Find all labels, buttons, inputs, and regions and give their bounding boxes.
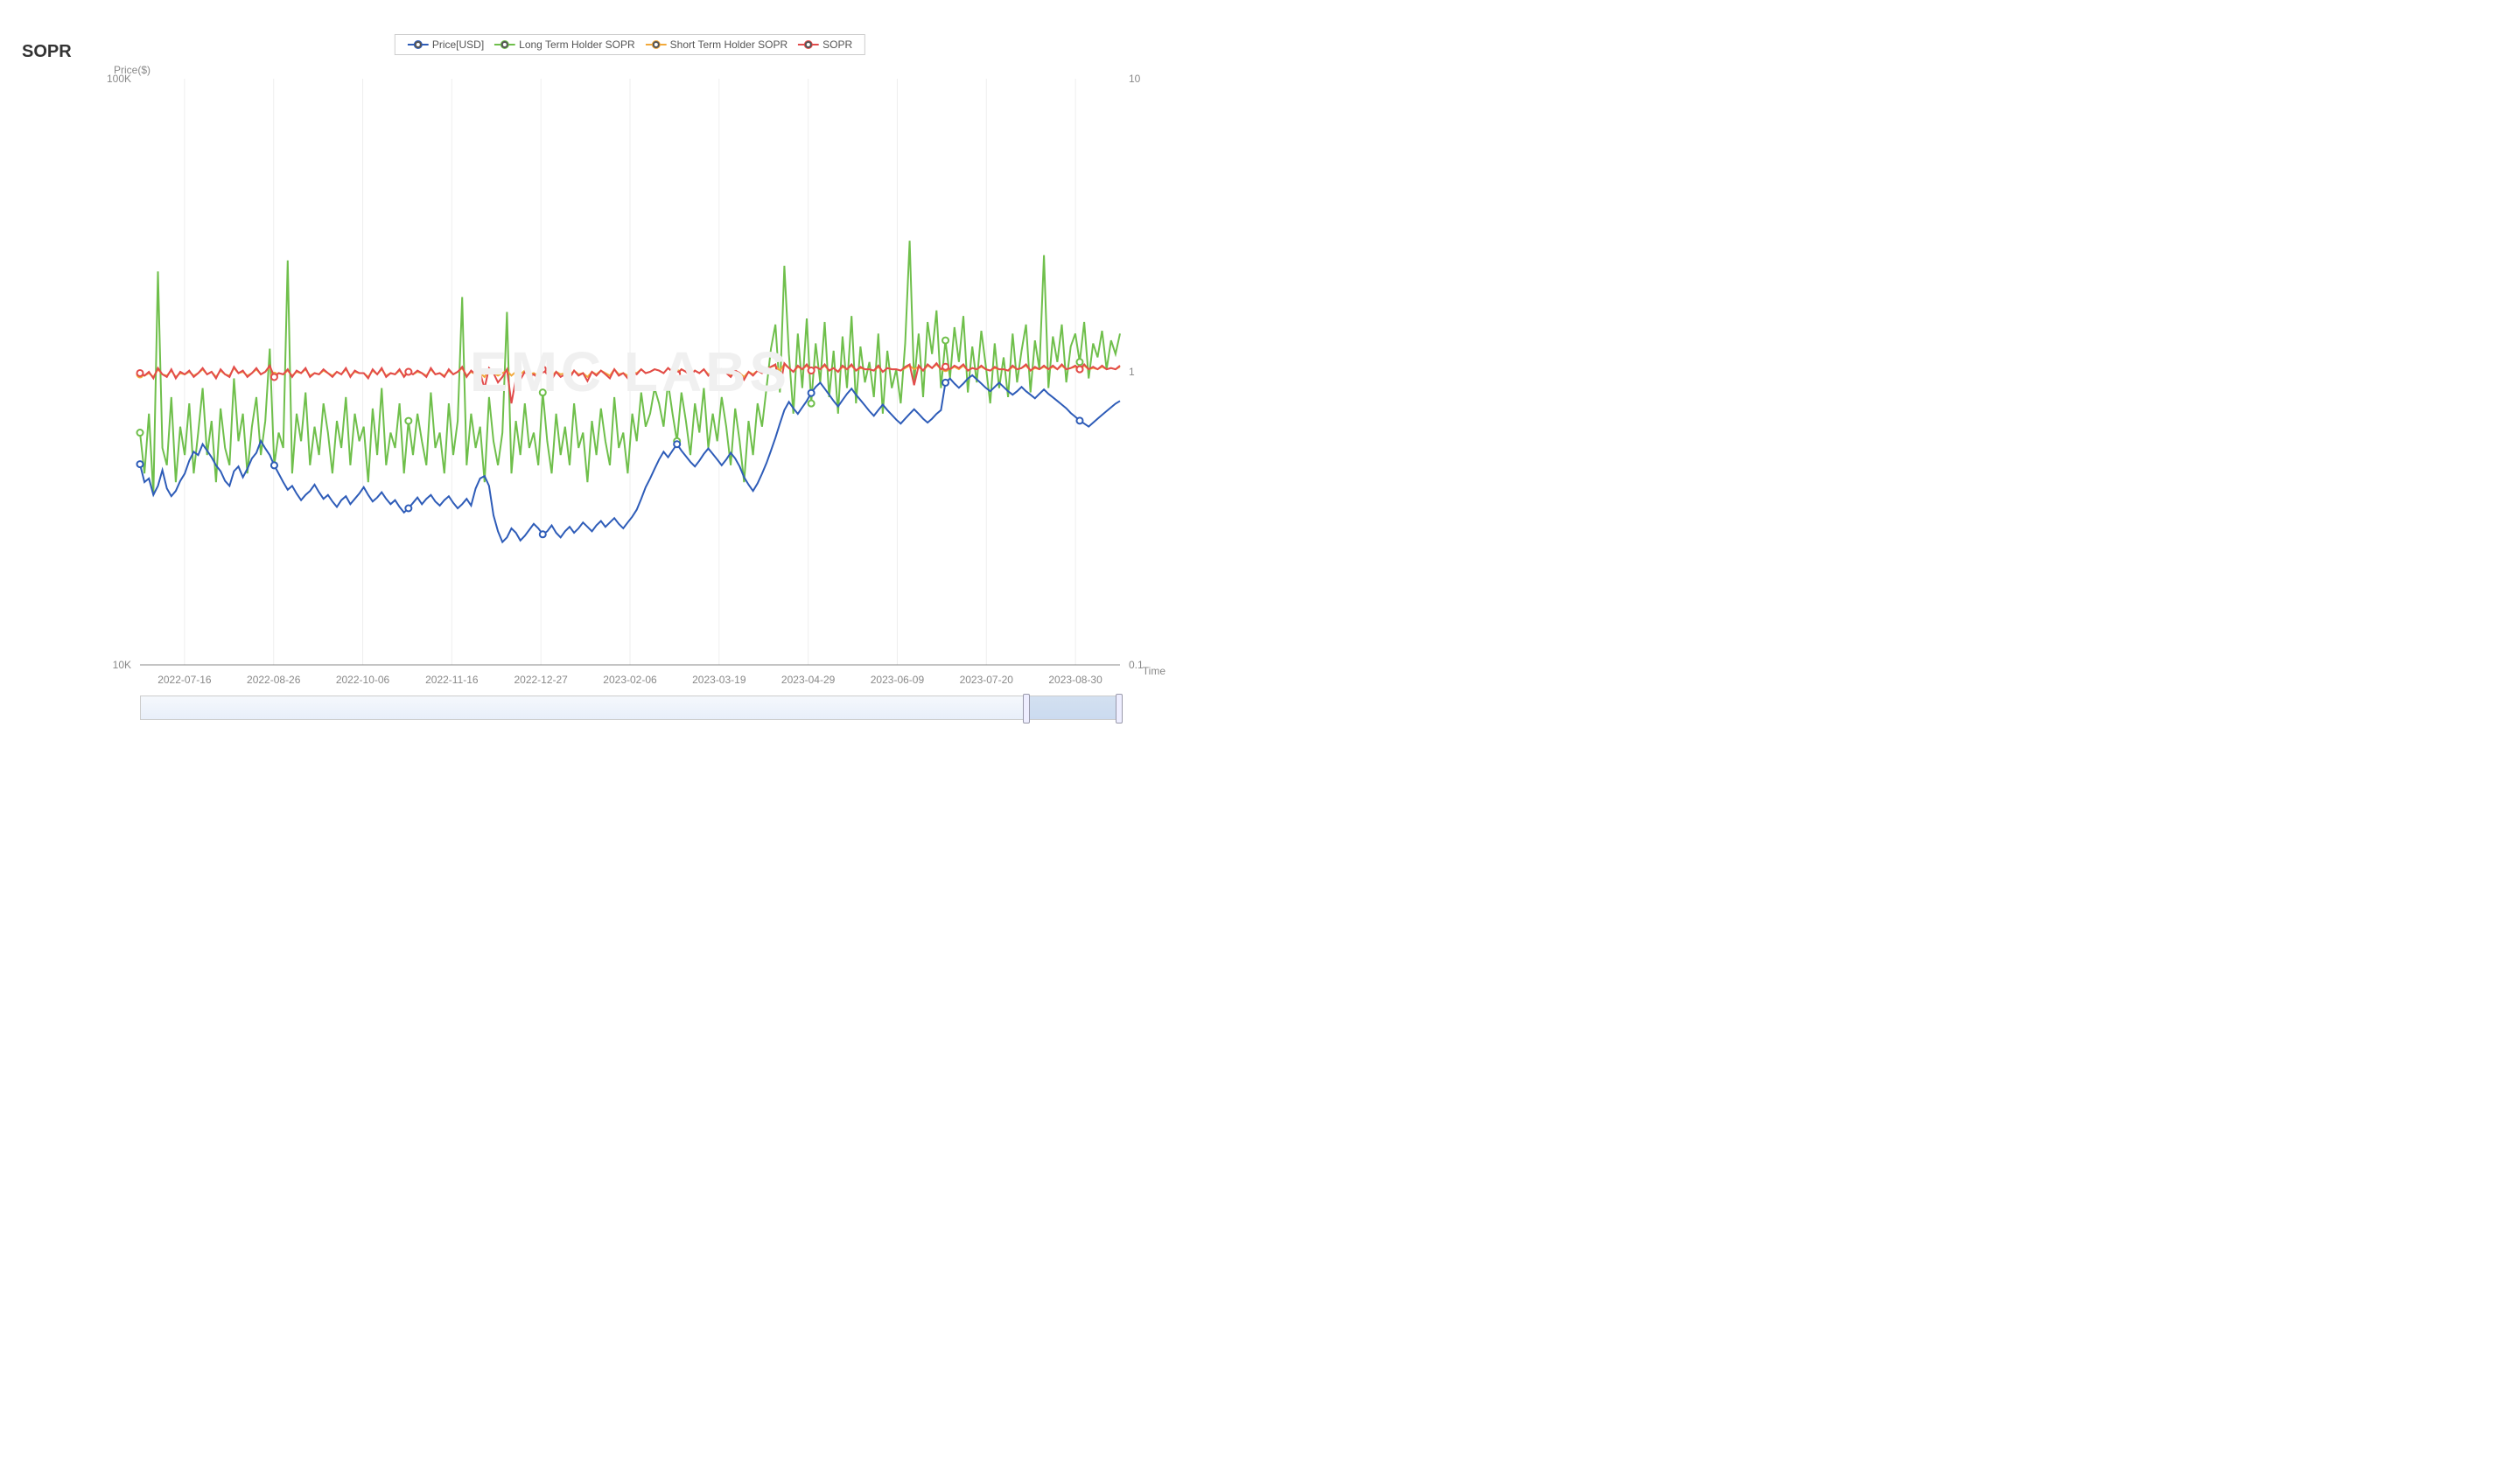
x-tick: 2022-08-26 [247,674,300,686]
slider-handle-right[interactable] [1116,694,1123,724]
y-right-tick: 1 [1129,366,1135,378]
x-tick: 2023-07-20 [960,674,1013,686]
x-tick: 2022-10-06 [336,674,389,686]
slider-handle-left[interactable] [1023,694,1030,724]
chart-plot-area: EMC LABS 100K10K1010.12022-07-162022-08-… [140,79,1120,665]
legend-marker-icon [494,39,515,50]
plot-svg [140,79,1120,665]
time-range-slider[interactable] [140,696,1120,720]
y-left-tick: 10K [113,659,131,671]
y-left-tick: 100K [107,73,131,85]
x-tick: 2023-08-30 [1048,674,1102,686]
legend-marker-icon [408,39,429,50]
x-tick: 2023-04-29 [781,674,835,686]
legend-item-lth[interactable]: Long Term Holder SOPR [489,37,640,52]
legend-label: SOPR [822,38,852,51]
legend-label: Price[USD] [432,38,484,51]
x-tick: 2022-11-16 [425,674,479,686]
x-tick: 2023-02-06 [603,674,656,686]
legend-label: Long Term Holder SOPR [519,38,635,51]
x-tick: 2023-03-19 [692,674,746,686]
legend-label: Short Term Holder SOPR [670,38,788,51]
slider-selection[interactable] [1026,696,1119,719]
x-tick: 2022-07-16 [158,674,211,686]
x-tick: 2022-12-27 [514,674,567,686]
x-tick: 2023-06-09 [871,674,924,686]
legend-item-sth[interactable]: Short Term Holder SOPR [640,37,794,52]
y-right-tick: 0.1 [1129,659,1144,671]
legend: Price[USD] Long Term Holder SOPR Short Ter… [395,34,865,55]
legend-item-price[interactable]: Price[USD] [402,37,489,52]
legend-item-sopr[interactable]: SOPR [793,37,858,52]
legend-marker-icon [798,39,819,50]
chart-title: SOPR [22,42,72,62]
legend-marker-icon [646,39,667,50]
y-right-tick: 10 [1129,73,1140,85]
y-axis-right-label: Time [1143,665,1166,677]
